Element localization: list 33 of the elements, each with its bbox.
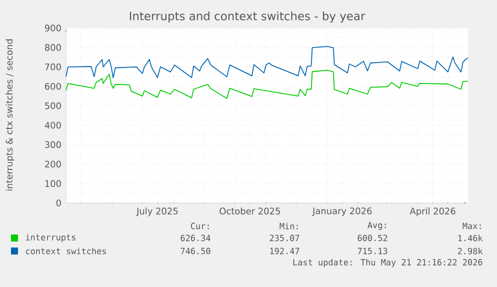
y-tick-label: 200 xyxy=(45,160,61,168)
text: Last update: Thu May 21 21:16:22 2026 xyxy=(293,258,482,268)
y-axis-title: interrupts & ctx switches / second xyxy=(6,39,14,191)
line-series xyxy=(66,46,468,78)
x-tick-label: October 2025 xyxy=(220,208,280,214)
text: 2.98k xyxy=(458,248,483,254)
y-tick-label: 900 xyxy=(44,24,61,32)
y-tick-label: 600 xyxy=(44,82,61,90)
text: 626.34 xyxy=(180,234,210,242)
y-tick-label: 300 xyxy=(45,141,61,148)
text: 715.13 xyxy=(358,248,388,254)
y-tick-label: 400 xyxy=(44,122,61,129)
legend-label: interrupts xyxy=(26,234,76,242)
x-tick-label: January 2026 xyxy=(312,208,372,216)
text: 746.50 xyxy=(180,248,210,254)
chart-title: Interrupts and context switches - by year xyxy=(130,11,366,23)
legend-label: context switches xyxy=(26,248,106,254)
text: Avg: xyxy=(368,222,386,230)
text: 600.52 xyxy=(358,234,388,242)
text: Min: xyxy=(280,222,298,230)
y-tick-label: 100 xyxy=(45,180,61,187)
x-tick-label: April 2026 xyxy=(410,208,456,216)
line-series xyxy=(66,70,468,99)
y-tick-label: 0 xyxy=(56,200,61,206)
text: 1.46k xyxy=(458,234,483,242)
text: Max: xyxy=(462,222,481,230)
y-tick-label: 800 xyxy=(44,44,61,51)
text: 235.07 xyxy=(270,234,300,242)
y-tick-label: 700 xyxy=(45,64,61,70)
text: 192.47 xyxy=(270,248,300,254)
text: Cur: xyxy=(190,222,209,230)
y-tick-label: 500 xyxy=(45,102,61,110)
x-tick-label: July 2025 xyxy=(136,208,178,216)
